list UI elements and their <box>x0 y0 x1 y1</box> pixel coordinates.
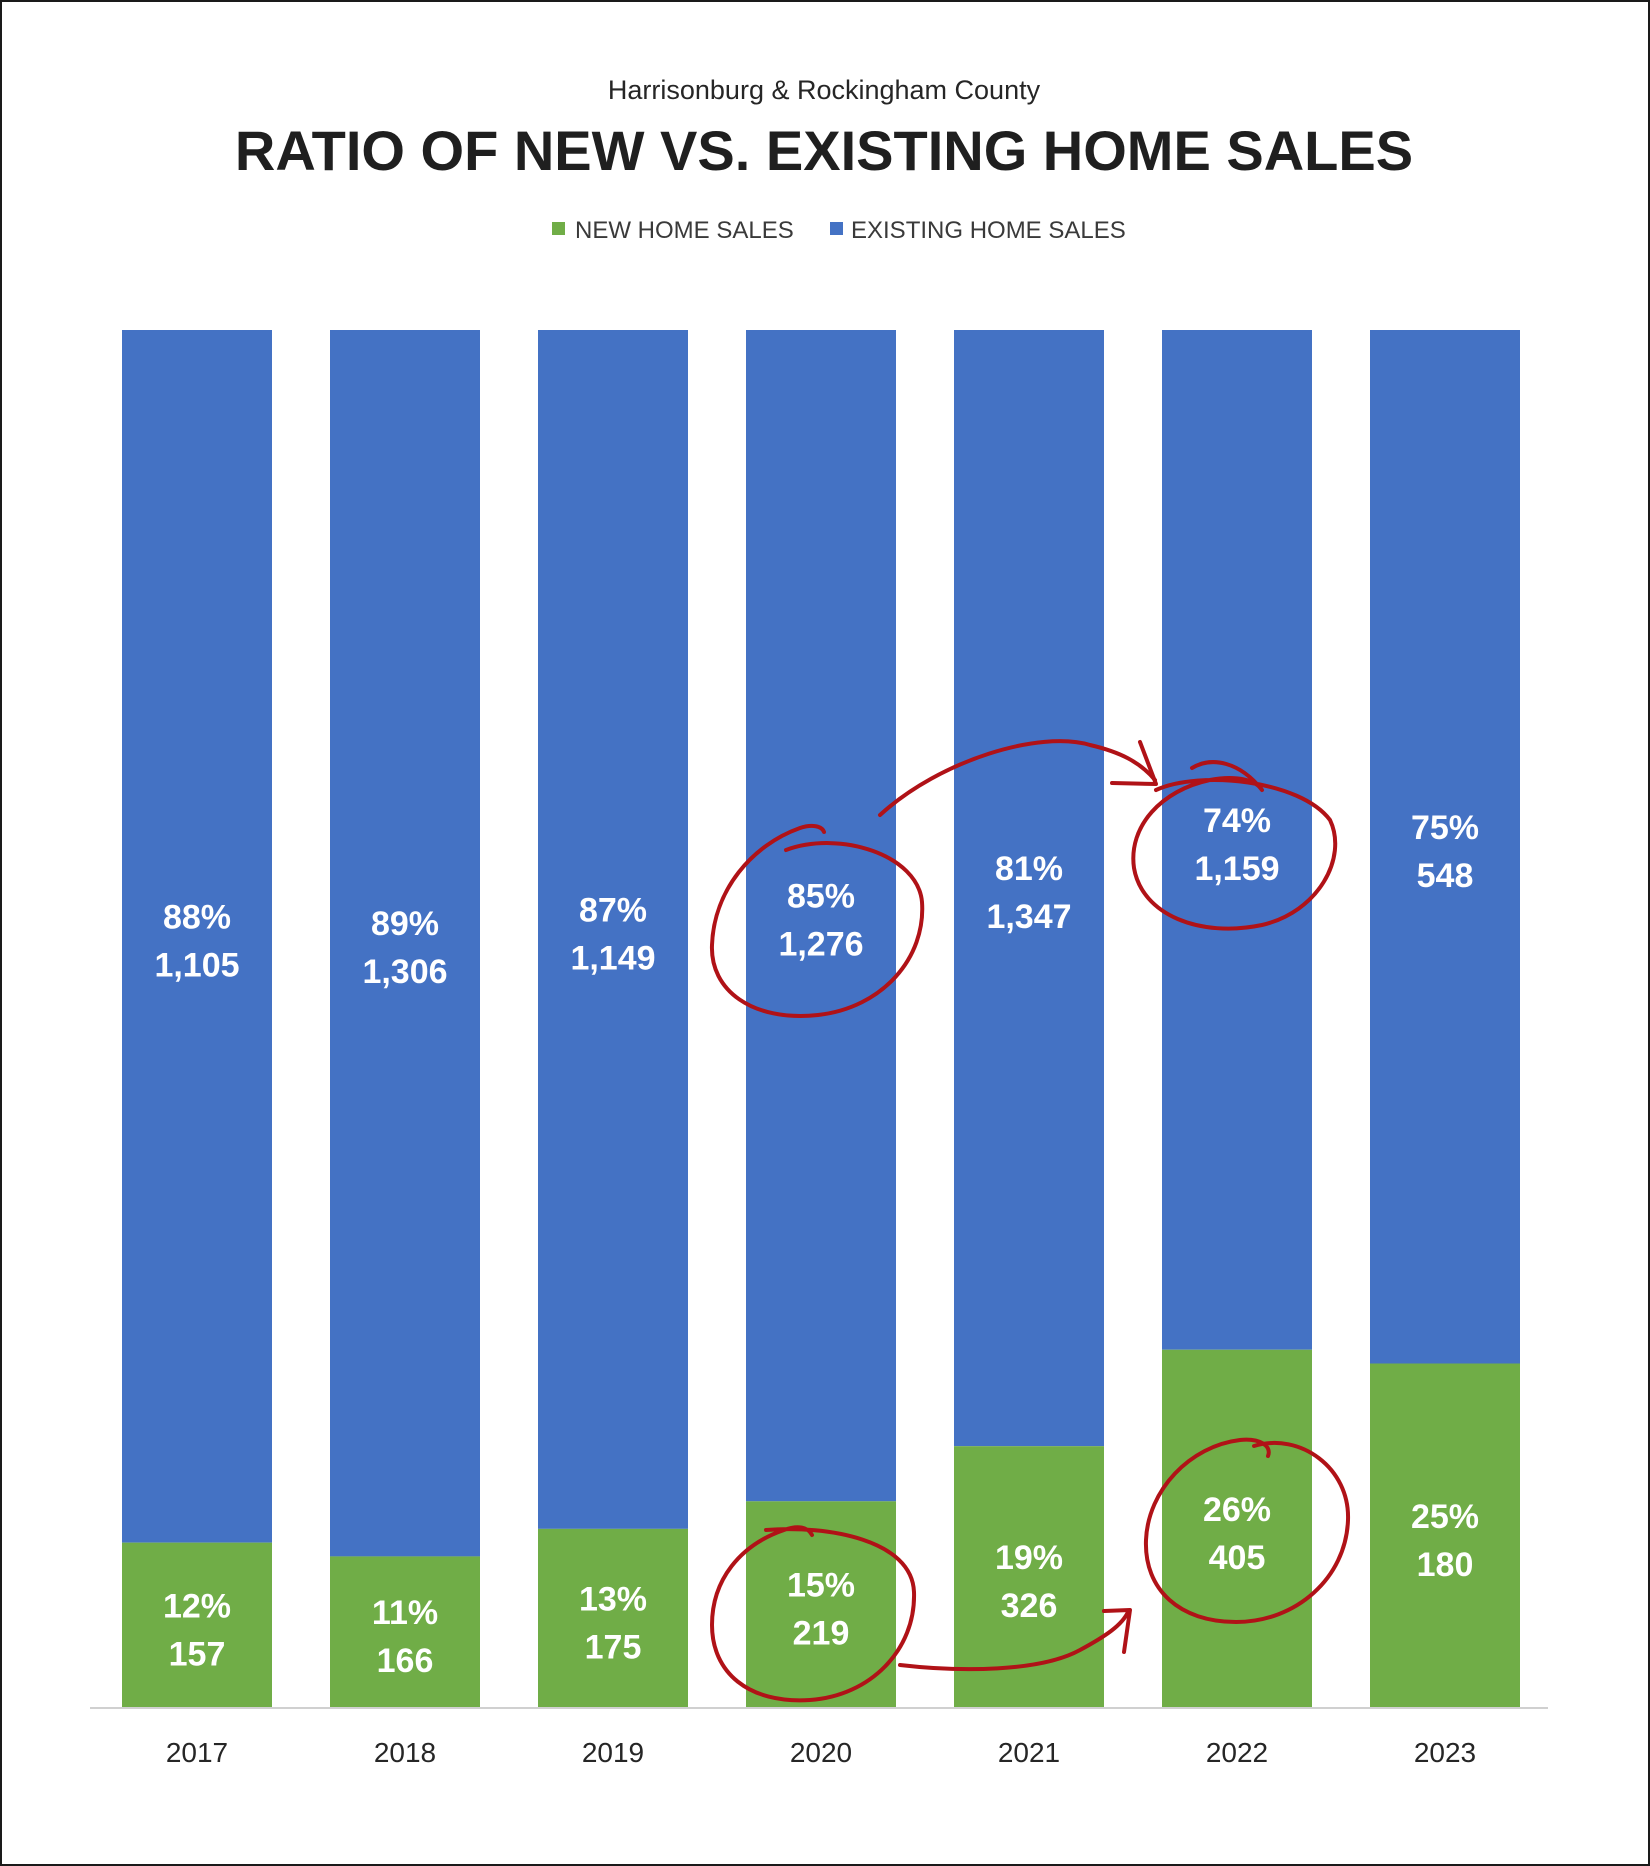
bar-existing-2022 <box>1162 330 1312 1350</box>
legend-swatch-existing <box>830 222 843 235</box>
label-existing-count-2018: 1,306 <box>362 953 447 991</box>
label-existing-count-2021: 1,347 <box>986 898 1071 936</box>
annotation-arrow-2020-2022-top <box>878 739 1157 817</box>
annotation-arrowhead-top <box>1110 740 1158 786</box>
label-existing-percent-2020: 85% <box>787 878 855 916</box>
bar-existing-2018 <box>330 330 480 1557</box>
annotation-circle-2022-new <box>1143 1437 1351 1624</box>
annotation-circle-2020-new <box>710 1525 917 1703</box>
annotations <box>709 739 1351 1703</box>
label-existing-count-2022: 1,159 <box>1194 850 1279 888</box>
x-tick-2020: 2020 <box>790 1737 852 1768</box>
legend: NEW HOME SALES EXISTING HOME SALES <box>552 217 1126 244</box>
label-new-percent-2019: 13% <box>579 1580 647 1618</box>
label-existing-percent-2018: 89% <box>371 905 439 943</box>
label-new-count-2020: 219 <box>793 1615 850 1653</box>
annotation-circle-2020-existing <box>709 823 925 1018</box>
legend-swatch-new <box>552 222 565 235</box>
chart-subtitle: Harrisonburg & Rockingham County <box>608 75 1041 105</box>
data-labels: 12% 157 88% 1,105 11% 166 89% 1,306 13% 175 87% 1,1… <box>154 802 1479 1680</box>
label-existing-count-2017: 1,105 <box>154 946 239 984</box>
label-existing-percent-2022: 74% <box>1203 802 1271 840</box>
x-tick-2021: 2021 <box>998 1737 1060 1768</box>
label-existing-count-2023: 548 <box>1417 857 1474 895</box>
chart-title: RATIO OF NEW VS. EXISTING HOME SALES <box>235 119 1413 182</box>
label-new-count-2023: 180 <box>1417 1546 1474 1584</box>
label-new-percent-2023: 25% <box>1411 1498 1479 1536</box>
label-existing-count-2020: 1,276 <box>778 926 863 964</box>
x-tick-2018: 2018 <box>374 1737 436 1768</box>
bar-existing-2019 <box>538 330 688 1529</box>
bar-existing-2023 <box>1370 330 1520 1364</box>
label-new-count-2019: 175 <box>585 1628 642 1666</box>
x-tick-2023: 2023 <box>1414 1737 1476 1768</box>
label-new-percent-2022: 26% <box>1203 1491 1271 1529</box>
legend-label-new: NEW HOME SALES <box>575 217 794 244</box>
x-tick-2019: 2019 <box>582 1737 644 1768</box>
label-new-percent-2020: 15% <box>787 1567 855 1605</box>
annotation-circle-2022-existing <box>1131 760 1338 931</box>
label-new-percent-2017: 12% <box>163 1587 231 1625</box>
x-tick-2017: 2017 <box>166 1737 228 1768</box>
x-tick-2022: 2022 <box>1206 1737 1268 1768</box>
bars <box>122 330 1520 1708</box>
label-existing-percent-2023: 75% <box>1411 809 1479 847</box>
annotation-arrow-2020-2022-bottom <box>898 1610 1130 1672</box>
label-new-percent-2018: 11% <box>372 1594 438 1632</box>
label-existing-count-2019: 1,149 <box>570 939 655 977</box>
label-new-count-2018: 166 <box>377 1642 434 1680</box>
label-new-count-2022: 405 <box>1209 1539 1266 1577</box>
bar-new-2017 <box>122 1542 272 1708</box>
bar-new-2018 <box>330 1556 480 1708</box>
bar-existing-2020 <box>746 330 896 1502</box>
bar-existing-2017 <box>122 330 272 1543</box>
bar-new-2023 <box>1370 1363 1520 1708</box>
annotation-arrowhead-bottom <box>1102 1608 1132 1654</box>
bar-new-2019 <box>538 1528 688 1708</box>
label-new-count-2021: 326 <box>1001 1587 1058 1625</box>
legend-label-existing: EXISTING HOME SALES <box>851 217 1126 244</box>
bar-existing-2021 <box>954 330 1104 1447</box>
x-axis-ticks: 2017 2018 2019 2020 2021 2022 2023 <box>166 1737 1476 1768</box>
label-existing-percent-2019: 87% <box>579 891 647 929</box>
label-new-count-2017: 157 <box>169 1635 226 1673</box>
label-new-percent-2021: 19% <box>995 1539 1063 1577</box>
label-existing-percent-2017: 88% <box>163 898 231 936</box>
label-existing-percent-2021: 81% <box>995 850 1063 888</box>
bar-new-2022 <box>1162 1349 1312 1708</box>
